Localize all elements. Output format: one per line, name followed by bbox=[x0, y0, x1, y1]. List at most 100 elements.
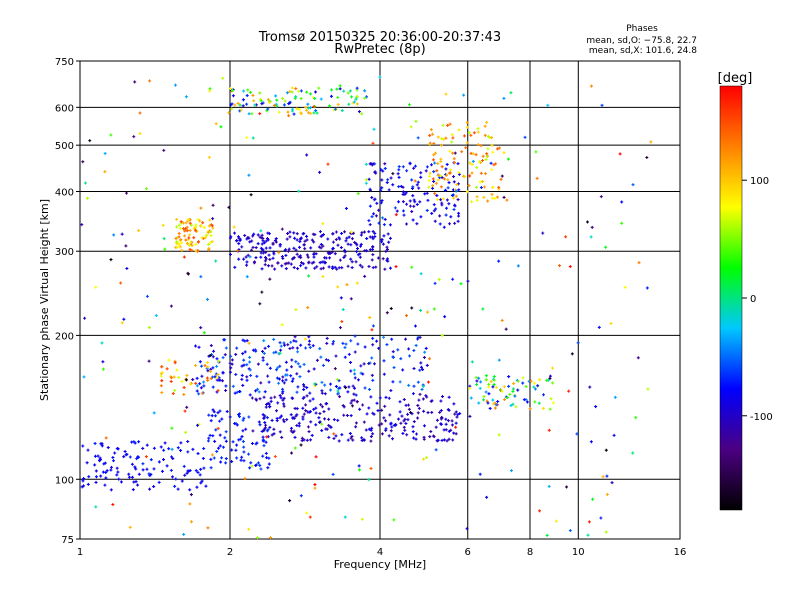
data-point bbox=[425, 208, 429, 212]
data-point bbox=[599, 516, 603, 520]
data-point bbox=[340, 266, 344, 270]
x-tick-label: 2 bbox=[227, 547, 233, 558]
data-point bbox=[327, 417, 331, 421]
data-point bbox=[427, 179, 431, 183]
data-point bbox=[509, 404, 513, 408]
data-point bbox=[345, 413, 349, 417]
data-point bbox=[371, 266, 375, 270]
data-point bbox=[631, 451, 635, 455]
data-point bbox=[145, 443, 149, 447]
data-point bbox=[179, 220, 183, 224]
data-point bbox=[314, 90, 318, 94]
data-point bbox=[251, 234, 255, 238]
data-point bbox=[227, 205, 231, 209]
data-point bbox=[210, 453, 214, 457]
data-point bbox=[207, 155, 211, 159]
data-point bbox=[238, 109, 242, 113]
data-point bbox=[245, 260, 249, 264]
data-point bbox=[233, 265, 237, 269]
data-point bbox=[436, 197, 440, 201]
data-point bbox=[424, 169, 428, 173]
data-point bbox=[341, 341, 345, 345]
data-point bbox=[499, 388, 503, 392]
data-point bbox=[224, 457, 228, 461]
data-point bbox=[217, 446, 221, 450]
data-point bbox=[229, 354, 233, 358]
data-point bbox=[431, 184, 435, 188]
data-point bbox=[307, 260, 311, 264]
data-point bbox=[194, 223, 198, 227]
data-point bbox=[302, 362, 306, 366]
data-point bbox=[312, 105, 316, 109]
data-point bbox=[246, 88, 250, 92]
data-point bbox=[267, 344, 271, 348]
data-point bbox=[130, 475, 134, 479]
data-point bbox=[248, 360, 252, 364]
data-point bbox=[404, 191, 408, 195]
data-point bbox=[330, 250, 334, 254]
data-point bbox=[270, 264, 274, 268]
data-point bbox=[433, 281, 437, 285]
data-point bbox=[453, 204, 457, 208]
data-point bbox=[497, 259, 501, 263]
data-point bbox=[476, 130, 480, 134]
data-point bbox=[282, 420, 286, 424]
data-point bbox=[254, 463, 258, 467]
data-point bbox=[439, 399, 443, 403]
data-point bbox=[281, 390, 285, 394]
data-point bbox=[432, 209, 436, 213]
data-point bbox=[172, 375, 176, 379]
data-point bbox=[604, 448, 608, 452]
data-point bbox=[289, 340, 293, 344]
data-point bbox=[327, 423, 331, 427]
data-point bbox=[451, 151, 455, 155]
data-point bbox=[141, 468, 145, 472]
data-point bbox=[444, 136, 448, 140]
y-tick-label: 400 bbox=[55, 187, 74, 198]
colorbar bbox=[719, 85, 743, 511]
data-point bbox=[295, 232, 299, 236]
data-point bbox=[275, 98, 279, 102]
data-point bbox=[535, 176, 539, 180]
data-point bbox=[292, 256, 296, 260]
data-point bbox=[416, 403, 420, 407]
data-point bbox=[398, 380, 402, 384]
data-point bbox=[433, 161, 437, 165]
data-point bbox=[386, 232, 390, 236]
data-point bbox=[399, 184, 403, 188]
data-point bbox=[419, 272, 423, 276]
data-point bbox=[147, 472, 151, 476]
data-point bbox=[313, 96, 317, 100]
data-point bbox=[302, 383, 306, 387]
data-point bbox=[281, 418, 285, 422]
data-point bbox=[318, 420, 322, 424]
data-point bbox=[438, 214, 442, 218]
data-point bbox=[636, 356, 640, 360]
data-point bbox=[343, 230, 347, 234]
data-point bbox=[132, 440, 136, 444]
data-point bbox=[285, 368, 289, 372]
data-point bbox=[161, 223, 165, 227]
x-tick-label: 16 bbox=[674, 547, 687, 558]
data-point bbox=[457, 171, 461, 175]
data-point bbox=[360, 436, 364, 440]
data-point bbox=[401, 165, 405, 169]
data-point bbox=[267, 232, 271, 236]
data-point bbox=[264, 440, 268, 444]
data-point bbox=[260, 242, 264, 246]
data-point bbox=[275, 409, 279, 413]
data-point bbox=[435, 169, 439, 173]
stats-line-o: mean, sd,O: −75.8, 22.7 bbox=[586, 36, 697, 46]
data-point bbox=[254, 246, 258, 250]
data-point bbox=[235, 443, 239, 447]
data-point bbox=[270, 418, 274, 422]
data-point bbox=[442, 197, 446, 201]
data-point bbox=[474, 375, 478, 379]
data-point bbox=[259, 99, 263, 103]
data-point bbox=[346, 91, 350, 95]
y-tick-label: 600 bbox=[55, 103, 74, 114]
data-point bbox=[80, 485, 84, 489]
data-point bbox=[202, 447, 206, 451]
data-point bbox=[547, 484, 551, 488]
data-point bbox=[264, 451, 268, 455]
